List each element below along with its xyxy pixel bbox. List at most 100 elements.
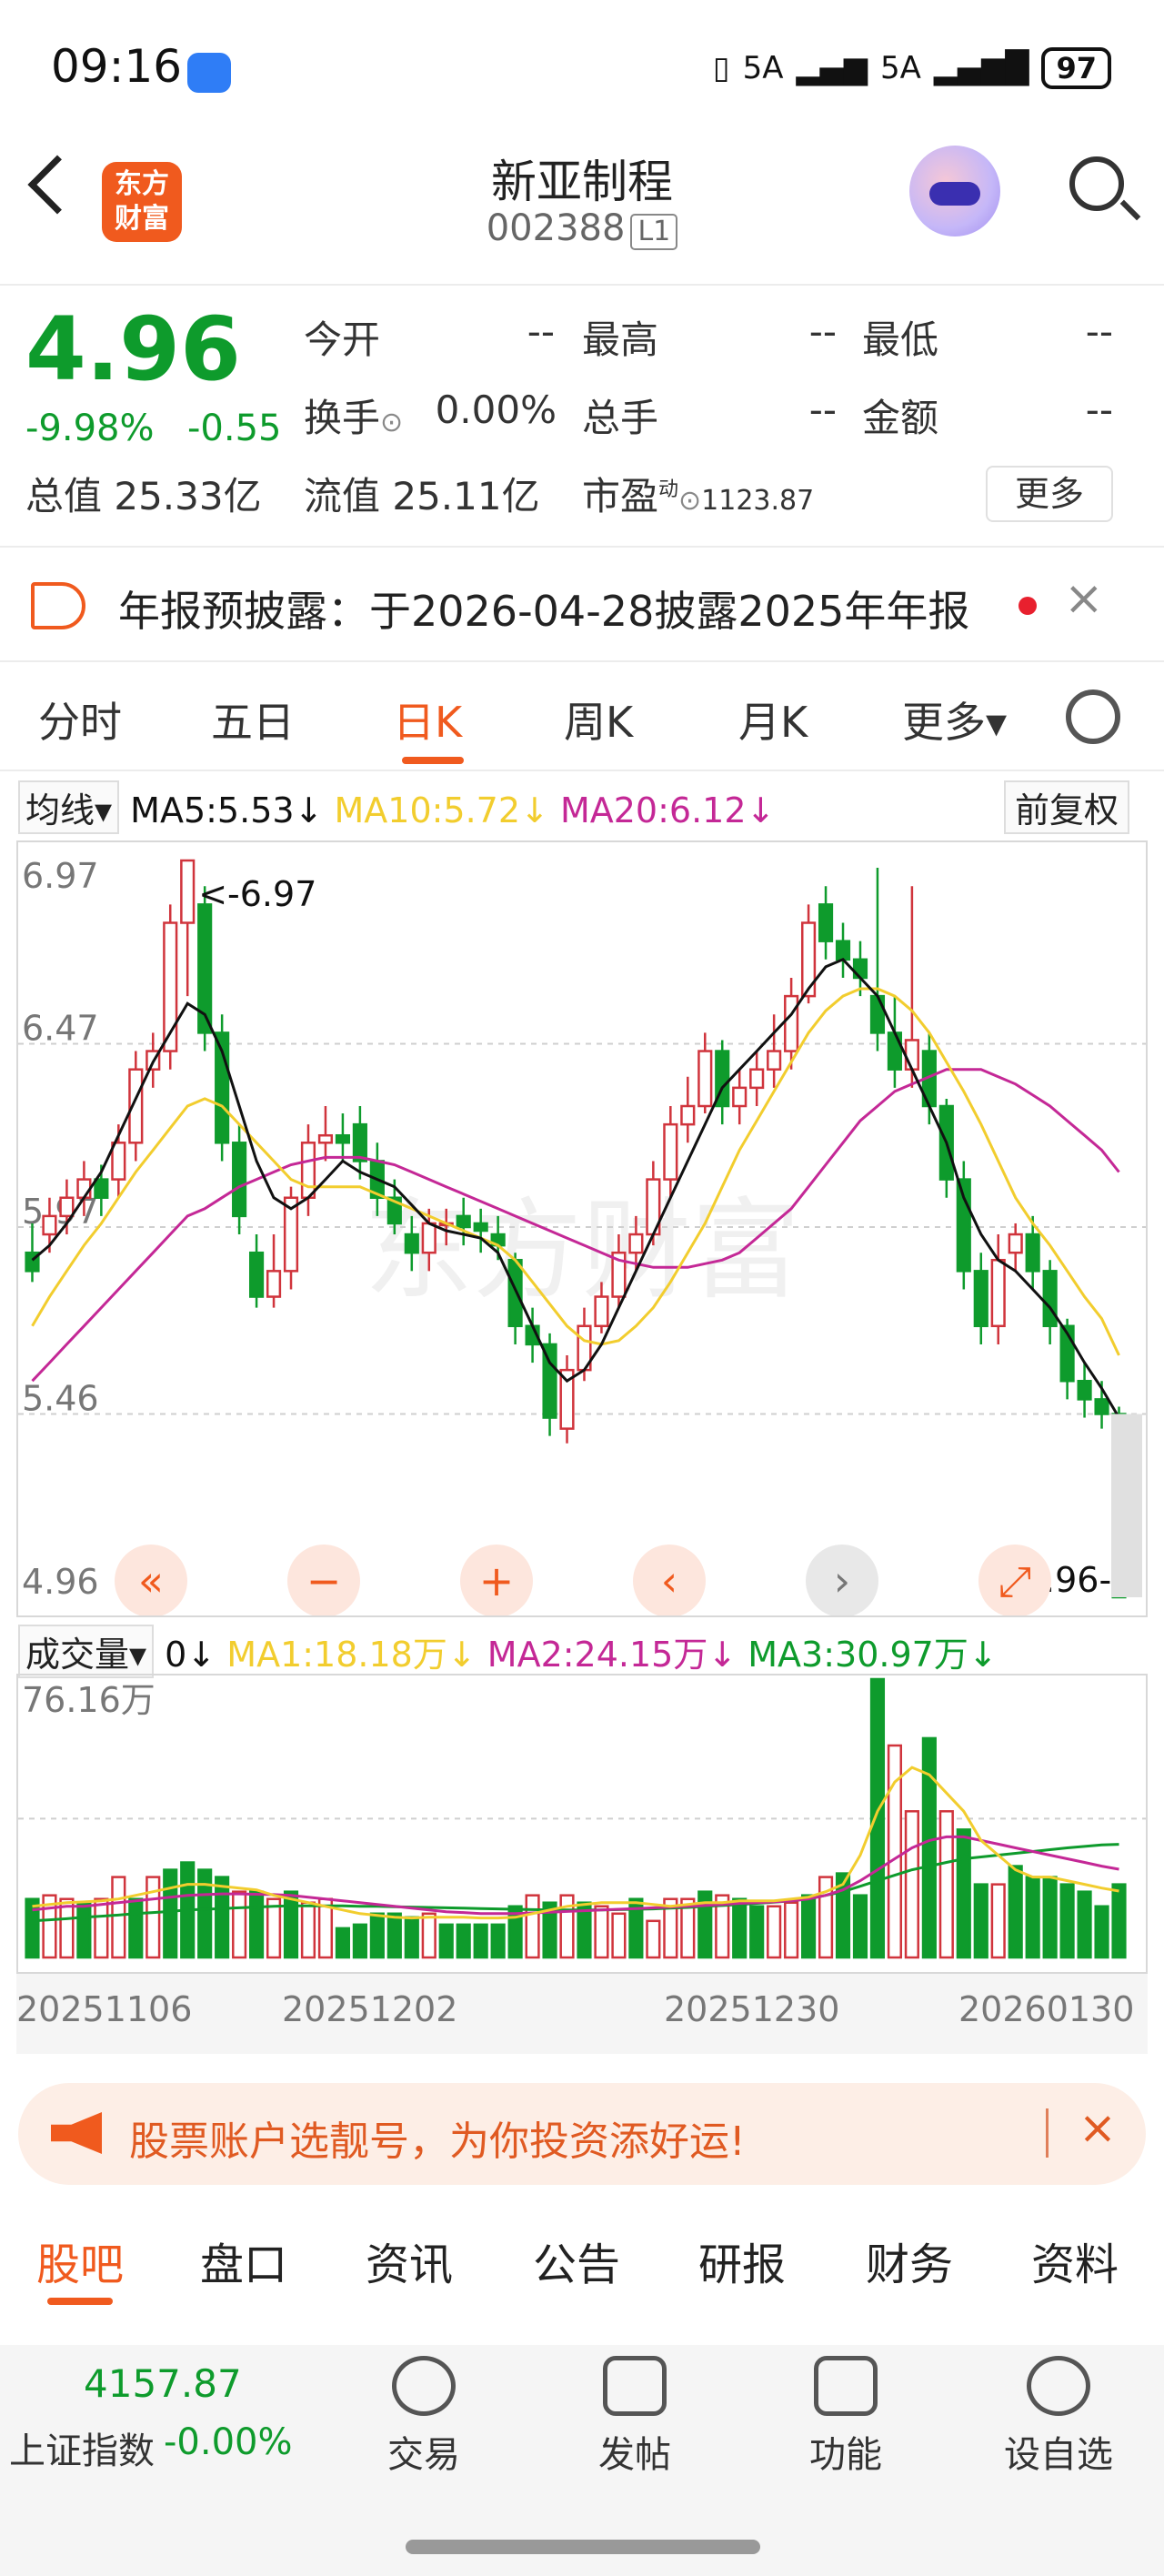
candle-body — [473, 1222, 488, 1233]
volume-bar — [1008, 1865, 1023, 1959]
candlestick-chart[interactable]: 东方财富6.976.475.975.464.96<-6.974.96->«−+‹… — [16, 840, 1148, 1617]
volume-bar — [680, 1897, 696, 1959]
nav-watchlist[interactable]: 设自选 — [986, 2356, 1131, 2478]
volume-bar — [525, 1894, 540, 1959]
tab-finance[interactable]: 财务 — [866, 2239, 954, 2290]
ma5-line — [31, 958, 1120, 1419]
speaker-icon — [31, 582, 85, 629]
ma-legend: 均线▾ MA5:5.53↓ MA10:5.72↓ MA20:6.12↓ — [18, 780, 775, 834]
level-badge[interactable]: L1 — [630, 214, 678, 250]
eastmoney-logo[interactable]: 东方 财富 — [102, 162, 182, 242]
volume-bar — [232, 1890, 247, 1959]
tab-pankou[interactable]: 盘口 — [200, 2239, 288, 2290]
candle-body — [283, 1196, 299, 1273]
ma-selector[interactable]: 均线▾ — [18, 780, 120, 834]
nav-post[interactable]: 发帖 — [562, 2356, 707, 2478]
vol-ma3-line — [32, 1843, 1119, 1923]
double-left-button-icon: « — [138, 1556, 164, 1605]
volume-bar — [248, 1890, 265, 1959]
volume-legend: 成交量▾ 0↓ MA1:18.18万↓ MA2:24.15万↓ MA3:30.9… — [18, 1625, 998, 1678]
banner-close-icon[interactable]: × — [1079, 2101, 1117, 2154]
nav-functions-label: 功能 — [809, 2434, 882, 2476]
search-icon[interactable] — [1069, 156, 1124, 211]
candle-body — [1094, 1398, 1109, 1415]
ma20-label: MA20:6.12↓ — [559, 790, 776, 830]
candle-body — [973, 1270, 988, 1328]
volume-bar — [577, 1901, 592, 1959]
divider — [0, 660, 1164, 662]
volume-bar — [456, 1923, 471, 1959]
candle-body — [611, 1251, 627, 1298]
tab-intraday[interactable]: 分时 — [38, 698, 122, 747]
candle-body — [76, 1178, 92, 1199]
index-value[interactable]: 4157.87 — [84, 2361, 242, 2406]
stock-code-text: 002388 — [486, 207, 626, 249]
x-axis-dates: 20251106 20251202 20251230 20260130 — [16, 1974, 1148, 2054]
volume-bar — [956, 1828, 971, 1959]
info-icon[interactable]: ⊙ — [380, 407, 404, 438]
volume-bar — [386, 1912, 402, 1959]
candle-body — [784, 994, 799, 1052]
tab-weekly-k[interactable]: 周K — [564, 698, 634, 747]
ai-assistant-robot-icon[interactable] — [909, 146, 1000, 236]
tab-guba[interactable]: 股吧 — [36, 2239, 125, 2290]
candle-body — [404, 1233, 419, 1254]
tab-5day[interactable]: 五日 — [211, 698, 295, 747]
x-tick-4: 20260130 — [958, 1989, 1134, 2029]
tab-research[interactable]: 研报 — [698, 2239, 787, 2290]
tab-news[interactable]: 资讯 — [366, 2239, 454, 2290]
volume-svg: 76.16万 — [18, 1677, 1146, 1959]
volume-bar — [732, 1897, 748, 1959]
pe-dynamic-mark: 动 — [658, 478, 679, 501]
y-tick-label: 5.46 — [22, 1379, 99, 1419]
tab-daily-k[interactable]: 日K — [393, 698, 463, 747]
volume-bar — [904, 1810, 919, 1959]
left-button — [633, 1545, 706, 1617]
nav-trade[interactable]: 交易 — [351, 2356, 497, 2478]
more-button[interactable]: 更多 — [986, 466, 1113, 522]
status-indicators: ▯ 5A ▂▄▆ 5A ▂▄▆█ 97 — [713, 47, 1111, 89]
gear-icon[interactable] — [1066, 689, 1120, 744]
vol-ma1-line — [32, 1766, 1119, 1920]
volume-bar — [283, 1890, 299, 1959]
tab-profile[interactable]: 资料 — [1031, 2239, 1119, 2290]
message-notification-icon — [187, 53, 231, 93]
volume-bar — [352, 1923, 367, 1959]
volume-bar — [1094, 1905, 1109, 1959]
volume-selector[interactable]: 成交量▾ — [18, 1625, 155, 1678]
promo-banner[interactable] — [18, 2083, 1146, 2185]
ellipsis-icon — [1027, 2356, 1090, 2416]
ma20-line — [31, 1068, 1120, 1383]
tab-monthly-k[interactable]: 月K — [738, 698, 808, 747]
banner-text[interactable]: 股票账户选靓号，为你投资添好运! — [129, 2118, 746, 2165]
zoom-in-button-icon: + — [479, 1556, 515, 1605]
notice-close-icon[interactable]: × — [1064, 571, 1104, 626]
volume-bar — [421, 1912, 436, 1959]
index-name[interactable]: 上证指数 — [9, 2430, 155, 2472]
nav-functions[interactable]: 功能 — [773, 2356, 918, 2478]
home-indicator[interactable] — [406, 2540, 760, 2554]
back-arrow-icon[interactable] — [27, 155, 87, 215]
index-change: -0.00% — [164, 2421, 293, 2463]
candle-body — [767, 1050, 782, 1071]
candle-body — [248, 1251, 265, 1298]
volume-bar — [163, 1868, 178, 1959]
notice-text[interactable]: 年报预披露：于2026-04-28披露2025年年报 — [118, 587, 970, 636]
volume-bar — [59, 1897, 75, 1959]
volume-bar — [767, 1905, 782, 1959]
adjust-button[interactable]: 前复权 — [1004, 780, 1130, 834]
tab-announcements[interactable]: 公告 — [533, 2239, 621, 2290]
info-icon[interactable]: ⊙ — [678, 485, 702, 517]
tab-more[interactable]: 更多▾ — [902, 698, 1008, 747]
float-cap: 流值 25.11亿 — [304, 474, 540, 518]
x-tick-2: 20251202 — [282, 1989, 457, 2029]
volume-bar — [76, 1901, 92, 1959]
volume-bar — [369, 1912, 385, 1959]
volume-chart[interactable]: 76.16万 — [16, 1674, 1148, 1974]
volume-bar — [473, 1923, 488, 1959]
current-price: 4.96 — [25, 298, 241, 400]
zoom-in-button — [460, 1545, 533, 1617]
candle-body — [559, 1368, 575, 1430]
x-tick-3: 20251230 — [664, 1989, 839, 2029]
volume-bar — [784, 1901, 799, 1959]
